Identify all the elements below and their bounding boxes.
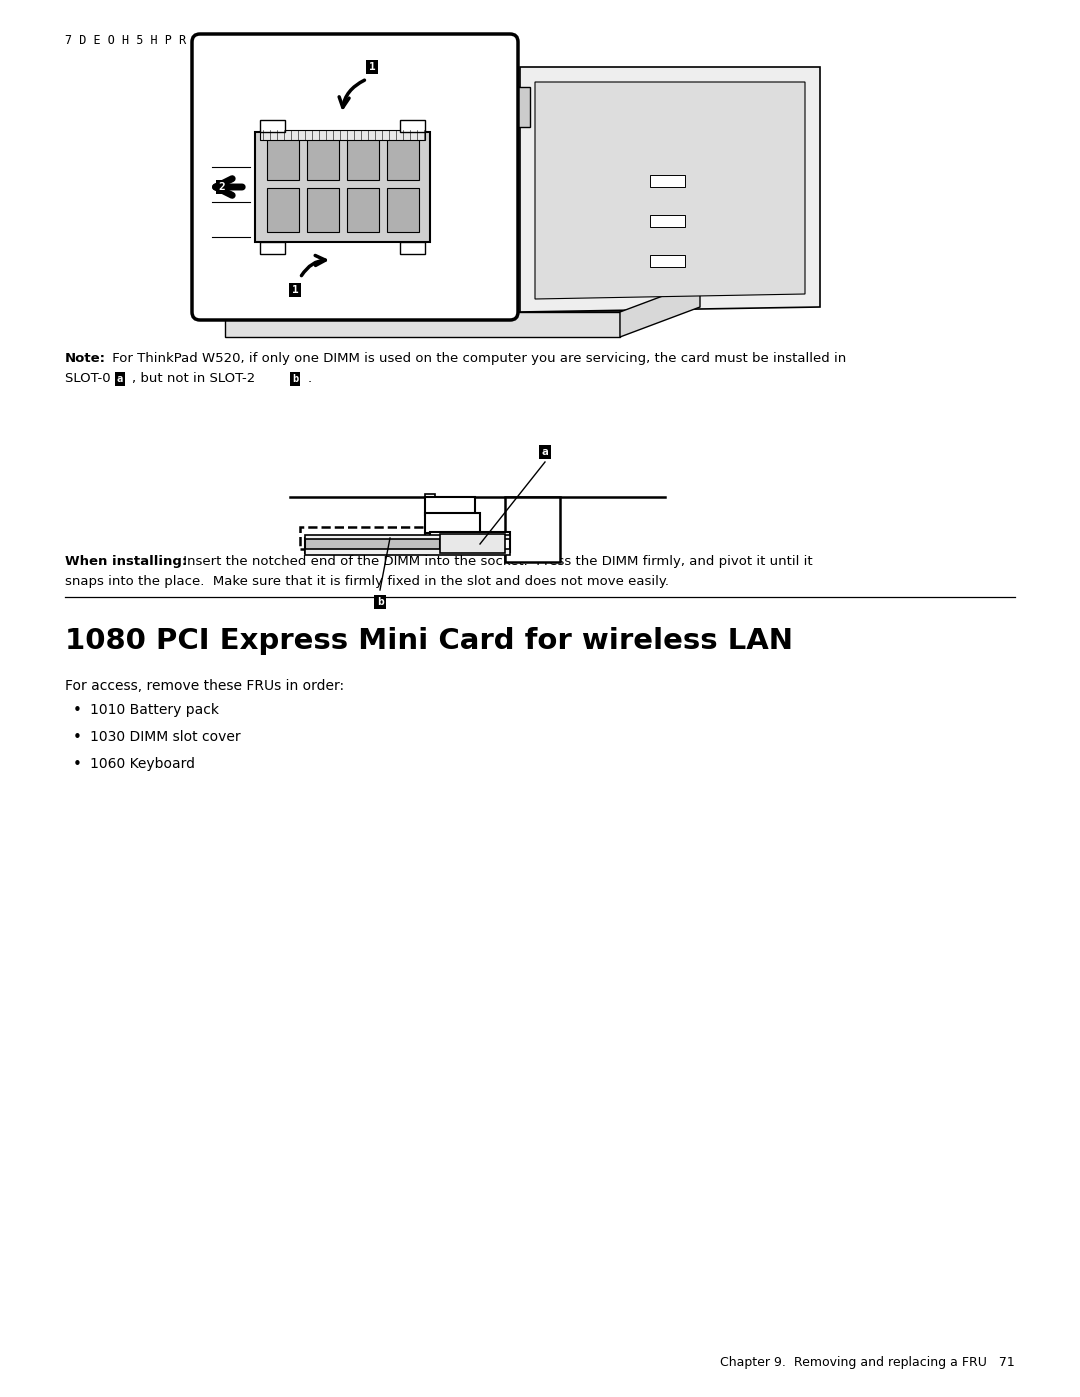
Bar [305,538,440,553]
Text: When installing:: When installing: [65,555,187,569]
Bar [387,136,419,180]
Bar [650,256,685,267]
Bar [500,87,530,127]
Circle shape [325,137,455,267]
Bar [260,130,426,140]
Bar [387,189,419,232]
Bar [430,532,510,552]
Bar [305,535,510,539]
Text: snaps into the place.  Make sure that it is firmly fixed in the slot and does no: snaps into the place. Make sure that it … [65,576,669,588]
Text: Chapter 9.  Removing and replacing a FRU   71: Chapter 9. Removing and replacing a FRU … [720,1356,1015,1369]
Text: 2: 2 [218,182,226,191]
Bar [307,189,339,232]
Text: Insert the notched end of the DIMM into the socket.  Press the DIMM firmly, and : Insert the notched end of the DIMM into … [179,555,812,569]
Bar [650,175,685,187]
Bar [347,189,379,232]
Text: For access, remove these FRUs in order:: For access, remove these FRUs in order: [65,679,345,693]
Polygon shape [260,120,285,131]
Polygon shape [260,242,285,254]
Polygon shape [519,67,820,312]
Polygon shape [225,312,620,337]
Bar [426,497,475,515]
Text: , but not in SLOT-2: , but not in SLOT-2 [132,372,259,386]
Bar [300,527,430,549]
Text: SLOT-0: SLOT-0 [65,372,114,386]
Text: a: a [117,374,123,384]
Text: 1060 Keyboard: 1060 Keyboard [90,757,195,771]
Bar [307,136,339,180]
Polygon shape [400,242,426,254]
Text: b: b [377,597,383,608]
Text: 7 D E O H 5 H P R Y  D O V í  , 0 0   X S S ü O R W: 7 D E O H 5 H P R Y D O V í , 0 0 X S S … [65,34,429,46]
Text: a: a [542,447,549,457]
Bar [347,136,379,180]
Polygon shape [225,87,700,312]
Text: •: • [73,703,82,718]
Polygon shape [620,282,700,337]
Bar [426,513,480,535]
Text: 1: 1 [292,285,298,295]
Bar [267,189,299,232]
Polygon shape [400,120,426,131]
Bar [255,131,430,242]
Text: Note:: Note: [65,352,106,365]
Text: For ThinkPad W520, if only one DIMM is used on the computer you are servicing, t: For ThinkPad W520, if only one DIMM is u… [108,352,847,365]
Polygon shape [535,82,805,299]
Bar [305,549,510,555]
Bar [440,534,505,553]
Text: .: . [308,372,312,386]
Bar [426,495,435,524]
Text: 1010 Battery pack: 1010 Battery pack [90,703,219,717]
Text: 1080 PCI Express Mini Card for wireless LAN: 1080 PCI Express Mini Card for wireless … [65,627,793,655]
Bar [267,136,299,180]
FancyBboxPatch shape [192,34,518,320]
Text: b: b [292,374,298,384]
Text: 1: 1 [368,61,376,73]
Text: 1030 DIMM slot cover: 1030 DIMM slot cover [90,731,241,745]
Text: •: • [73,757,82,773]
Bar [505,497,561,562]
Text: •: • [73,731,82,745]
Bar [426,534,485,545]
Bar [650,215,685,226]
